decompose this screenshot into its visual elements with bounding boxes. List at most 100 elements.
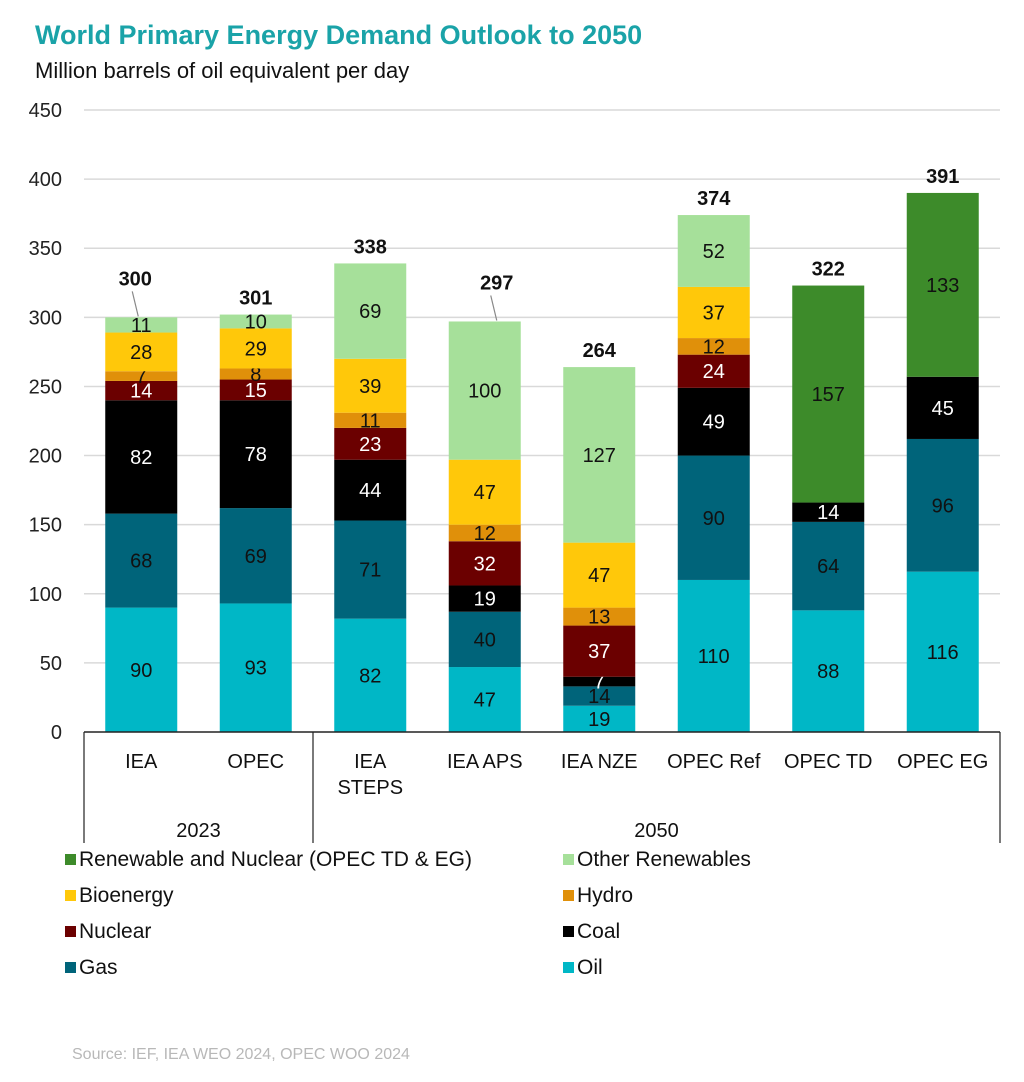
bar-segment xyxy=(563,686,636,706)
legend-item: Other Renewables xyxy=(563,848,751,872)
bar-segment xyxy=(677,286,750,339)
total-label: 264 xyxy=(583,340,617,362)
segment-label: 7 xyxy=(136,366,147,388)
bar-segment xyxy=(792,610,865,732)
segment-label: 12 xyxy=(474,523,496,545)
bar-stack: 47 40 19 32 12 47 100 297 xyxy=(448,272,521,732)
segment-label: 82 xyxy=(359,665,381,687)
x-category-label: OPEC TD xyxy=(784,751,873,773)
segment-label: 14 xyxy=(588,686,610,708)
bar-segment xyxy=(219,328,292,369)
segment-label: 157 xyxy=(812,384,845,406)
source-note: Source: IEF, IEA WEO 2024, OPEC WOO 2024 xyxy=(72,1046,410,1063)
bar-stack: 88 64 14 157 322 xyxy=(792,259,865,732)
bar-segment xyxy=(219,314,292,329)
legend-item: Gas xyxy=(65,956,118,980)
segment-label: 93 xyxy=(245,658,267,680)
total-label: 297 xyxy=(480,272,513,294)
bar-segment xyxy=(448,667,521,732)
legend-label: Coal xyxy=(577,920,621,943)
segment-label: 69 xyxy=(245,546,267,568)
total-label: 322 xyxy=(812,259,845,281)
bar-stack: 110 90 49 24 12 37 52 374 xyxy=(677,188,750,732)
x-category-label: OPEC EG xyxy=(897,751,988,773)
total-label: 374 xyxy=(697,188,731,210)
legend-label: Bioenergy xyxy=(79,884,174,907)
bar-segment xyxy=(105,607,178,732)
bar-segment xyxy=(219,508,292,604)
bar-segment xyxy=(448,321,521,460)
segment-label: 14 xyxy=(130,381,152,403)
bar-segment xyxy=(677,338,750,355)
bar-segment xyxy=(563,676,636,687)
segment-label: 47 xyxy=(474,690,496,712)
segment-label: 100 xyxy=(468,381,501,403)
bar-segment xyxy=(906,571,979,732)
x-axis: IEA OPEC IEA STEPS IEA APS IEA NZE OPEC Ref OPE… xyxy=(83,731,1001,843)
segment-label: 68 xyxy=(130,551,152,573)
x-group-label: 2023 xyxy=(176,820,221,842)
segment-label: 96 xyxy=(932,495,954,517)
x-group-label: 2050 xyxy=(634,820,679,842)
legend-swatch xyxy=(65,962,76,973)
segment-label: 7 xyxy=(594,672,605,694)
segment-label: 82 xyxy=(130,447,152,469)
segment-label: 14 xyxy=(817,502,839,524)
bar-segment xyxy=(105,317,178,333)
segment-label: 90 xyxy=(130,660,152,682)
bar-segment xyxy=(334,412,407,428)
bar-segment xyxy=(563,542,636,608)
segment-label: 37 xyxy=(588,641,610,663)
y-tick-label: 200 xyxy=(29,446,62,468)
bar-segment xyxy=(448,611,521,668)
segment-label: 71 xyxy=(359,560,381,582)
segment-label: 15 xyxy=(245,380,267,402)
segment-label: 19 xyxy=(474,589,496,611)
bar-segment xyxy=(334,520,407,619)
y-tick-label: 250 xyxy=(29,376,62,398)
segment-label: 116 xyxy=(927,642,959,664)
bar-segment xyxy=(906,376,979,439)
total-label: 338 xyxy=(354,236,387,258)
bar-segment xyxy=(906,438,979,572)
bar-segment xyxy=(334,263,407,359)
legend-swatch xyxy=(563,962,574,973)
segment-label: 52 xyxy=(703,241,725,263)
segment-label: 28 xyxy=(130,342,152,364)
legend-label: Hydro xyxy=(577,884,634,907)
legend-label: Other Renewables xyxy=(577,848,751,871)
bars: 9068821472811300936978158291030182714423… xyxy=(105,166,979,732)
bar-segment xyxy=(906,192,979,377)
segment-label: 88 xyxy=(817,661,839,683)
x-category-label: IEA APS xyxy=(447,751,523,773)
bar-segment xyxy=(677,579,750,732)
segment-label: 8 xyxy=(250,364,261,386)
total-leader-line xyxy=(131,291,139,317)
y-tick-label: 150 xyxy=(29,515,62,537)
x-category-label: IEA xyxy=(354,751,387,773)
bar-segment xyxy=(563,367,636,543)
y-tick-label: 450 xyxy=(29,100,62,122)
bar-segment xyxy=(219,368,292,380)
segment-label: 24 xyxy=(703,361,725,383)
legend-label: Gas xyxy=(79,956,118,979)
y-tick-label: 300 xyxy=(29,307,62,329)
legend-item: Nuclear xyxy=(65,920,151,944)
y-tick-label: 400 xyxy=(29,169,62,191)
total-label: 301 xyxy=(239,288,272,310)
segment-label: 40 xyxy=(474,629,496,651)
segment-label: 29 xyxy=(245,338,267,360)
bar-segment xyxy=(677,215,750,287)
y-tick-label: 50 xyxy=(40,653,62,675)
segment-label: 45 xyxy=(932,398,954,420)
bar-segment xyxy=(219,400,292,509)
segment-label: 23 xyxy=(359,434,381,456)
x-category-label: OPEC xyxy=(227,751,284,773)
x-category-label: IEA xyxy=(125,751,158,773)
segment-label: 110 xyxy=(698,646,730,668)
bar-segment xyxy=(334,618,407,732)
segment-label: 44 xyxy=(359,480,381,502)
